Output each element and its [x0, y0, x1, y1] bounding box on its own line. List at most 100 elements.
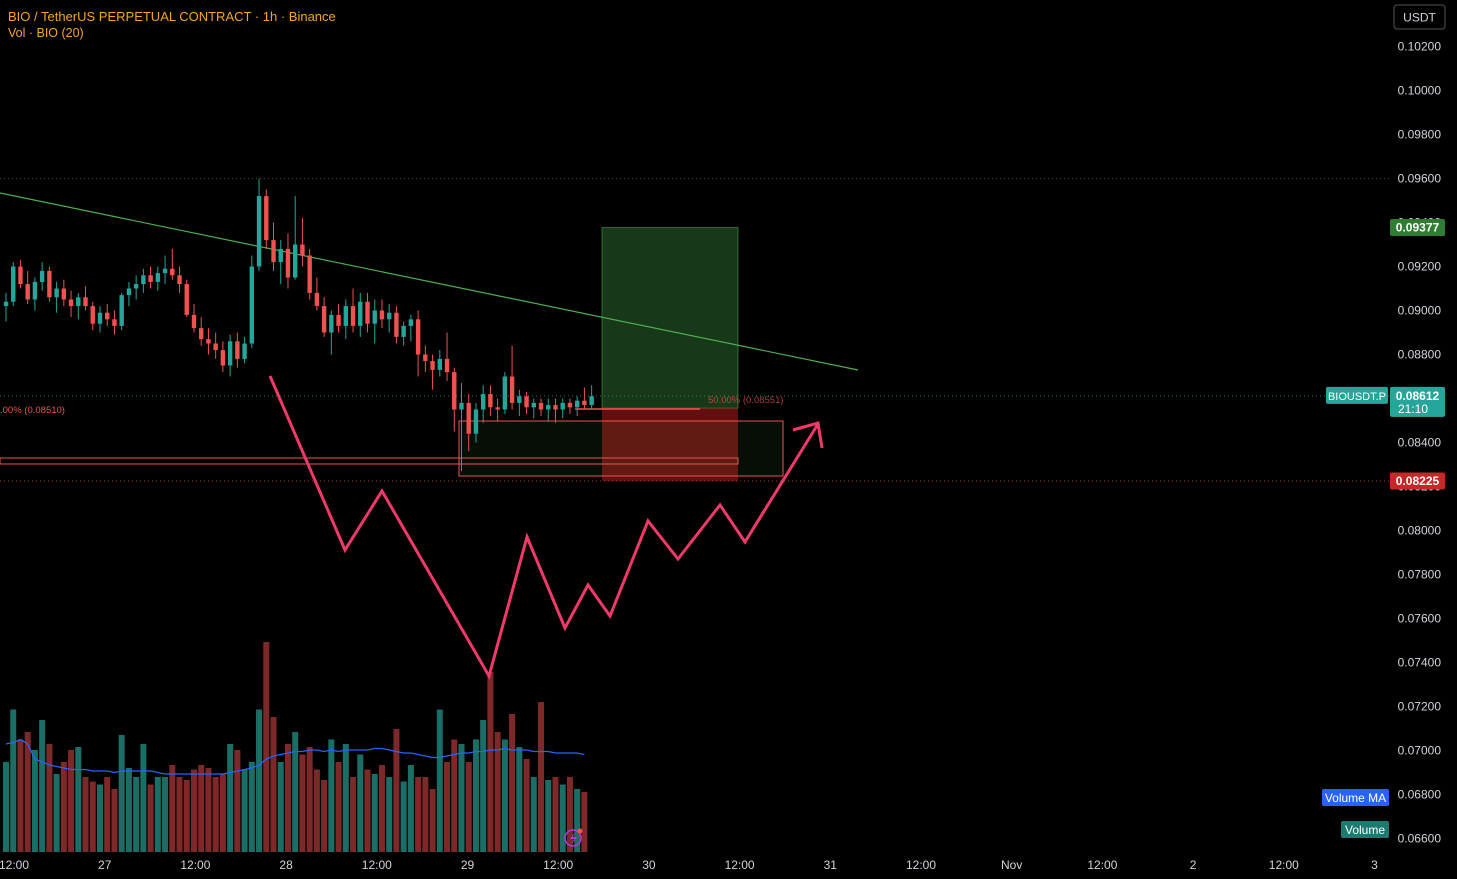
volume-bar: [277, 762, 284, 852]
lightning-circle: [564, 829, 582, 847]
volume-bar: [458, 744, 465, 852]
volume-bar: [241, 769, 248, 852]
candle: [524, 391, 529, 414]
time-axis-label: 31: [824, 858, 838, 872]
chart-title: BIO / TetherUS PERPETUAL CONTRACT · 1h ·…: [8, 9, 336, 24]
candle-body: [538, 402, 544, 410]
price-tick-label: 0.09600: [1398, 172, 1442, 186]
alert-lightning-icon[interactable]: [564, 828, 583, 847]
price-tick-label: 0.09000: [1398, 304, 1442, 318]
candle-body: [589, 396, 594, 406]
candle-body: [220, 350, 226, 366]
projected-path-arrowhead: [792, 421, 824, 449]
price-tick-label: 0.07600: [1398, 612, 1442, 626]
candle: [466, 394, 471, 452]
support-band: [0, 457, 739, 465]
volume-bar: [89, 781, 96, 852]
candle: [191, 303, 197, 333]
price-tick-label: 0.06600: [1398, 832, 1442, 846]
volume-bar: [60, 762, 67, 852]
candle: [170, 248, 175, 280]
candle-body: [177, 275, 182, 285]
candle-body: [358, 301, 363, 326]
candle: [546, 398, 551, 421]
candle-body: [582, 400, 587, 406]
volume-bar: [96, 784, 103, 852]
price-tick-label: 0.10200: [1398, 40, 1442, 54]
price-tick-label: 0.08400: [1398, 436, 1442, 450]
candle-body: [54, 288, 59, 298]
currency-button[interactable]: USDT: [1393, 4, 1446, 30]
volume-bar: [162, 777, 169, 852]
time-axis-label: 12:00: [725, 858, 755, 872]
volume-ma-line: [5, 738, 585, 775]
candle-body: [170, 268, 175, 276]
currency-button-label: USDT: [1403, 11, 1436, 25]
candle: [531, 398, 536, 419]
candle-body: [148, 275, 153, 282]
symbol-tag-text: BIOUSDT.P: [1328, 391, 1386, 403]
volume-bar: [313, 769, 320, 852]
volume-bar: [270, 717, 277, 852]
candle: [589, 385, 594, 410]
candle: [242, 336, 247, 364]
volume-bar: [523, 759, 530, 852]
candle-body: [90, 306, 95, 324]
volume-bar: [39, 720, 46, 852]
volume-bar: [436, 709, 443, 852]
candle-body: [11, 266, 16, 302]
time-axis-label: 12:00: [1087, 858, 1117, 872]
candle: [293, 196, 298, 280]
volume-bar: [75, 747, 82, 852]
candle: [112, 310, 117, 335]
candle: [444, 332, 450, 381]
price-tick-label: 0.06800: [1398, 788, 1442, 802]
price-tick-label: 0.08000: [1398, 524, 1442, 538]
candle-body: [97, 312, 103, 324]
loss-zone: [602, 408, 738, 481]
price-tick-label: 0.07200: [1398, 700, 1442, 714]
candle: [502, 372, 508, 414]
fib-label-left: .00% (0.08510): [0, 405, 65, 416]
time-axis-label: 12:00: [180, 858, 210, 872]
candle: [271, 222, 276, 271]
volume-ma-tag-bg: [1322, 789, 1389, 806]
volume-bar: [219, 774, 226, 852]
volume-bar: [227, 744, 234, 852]
price-tick-label: 0.08800: [1398, 348, 1442, 362]
candle: [97, 306, 103, 333]
price-tick-label: 0.10000: [1398, 84, 1442, 98]
candle-body: [408, 319, 414, 326]
volume-bar: [284, 744, 291, 852]
volume-tag: Volume: [1341, 821, 1389, 838]
candle: [141, 268, 146, 293]
fib-label-right: 50.00% (0.08551): [708, 395, 784, 406]
price-tick-label: 0.09800: [1398, 128, 1442, 142]
candle: [264, 189, 269, 249]
candle-body: [61, 288, 67, 300]
price-axis: 0.102000.100000.098000.096000.094000.092…: [1390, 0, 1457, 879]
candle-body: [495, 407, 500, 410]
candle-body: [141, 275, 146, 285]
time-axis-label: 29: [461, 858, 475, 872]
candle: [452, 367, 457, 432]
stop-loss-tag: 0.08225: [1390, 472, 1445, 490]
candle-body: [76, 297, 81, 307]
candle-body: [39, 270, 45, 282]
time-axis-label: 28: [279, 858, 293, 872]
volume-bar: [393, 729, 400, 852]
candle: [133, 275, 139, 300]
volume-bar: [321, 780, 328, 852]
price-tick-label: 0.09200: [1398, 260, 1442, 274]
candle: [119, 292, 124, 331]
volume-bar: [299, 754, 306, 852]
candle: [567, 398, 573, 414]
candle-body: [444, 358, 450, 373]
candle: [574, 396, 580, 417]
candle: [423, 345, 428, 373]
candle-body: [343, 306, 349, 326]
candle: [68, 290, 74, 318]
volume-bar: [263, 642, 270, 852]
volume-bar: [364, 769, 371, 852]
